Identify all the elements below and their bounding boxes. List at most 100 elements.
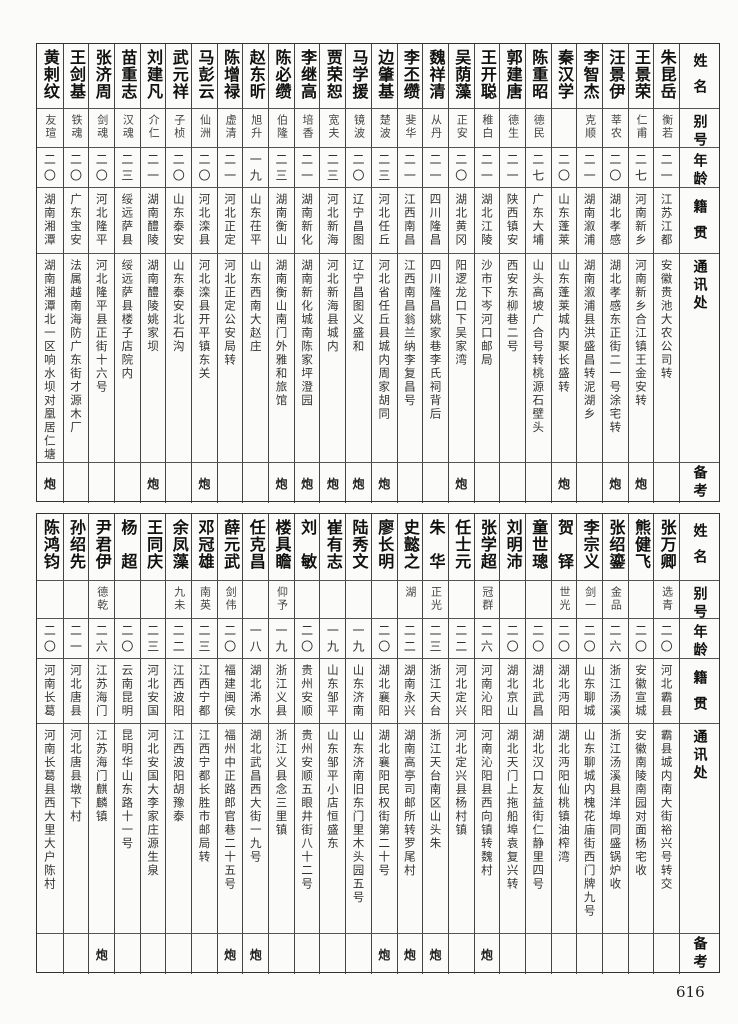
person-age: 一九 bbox=[325, 624, 340, 656]
person-alias: 培香 bbox=[301, 114, 315, 140]
person-address: 湖南高亭司邮所转罗尾村 bbox=[402, 729, 417, 878]
cell-alias: 德民 bbox=[524, 109, 551, 148]
person-address: 浙江义县念三里镇 bbox=[274, 729, 289, 837]
person-name: 王景荣 bbox=[631, 49, 651, 100]
person-address: 浙江天台南区山头朱 bbox=[428, 729, 443, 851]
cell-remark bbox=[62, 463, 89, 503]
person-age: 二〇 bbox=[556, 624, 571, 656]
cell-native: 湖北襄阳 bbox=[370, 659, 397, 724]
person-native: 山东泰安 bbox=[171, 193, 186, 247]
person-name: 余凤藻 bbox=[169, 519, 189, 570]
person-alias: 旭升 bbox=[249, 114, 263, 140]
person-name: 史懿之 bbox=[400, 519, 420, 570]
cell-remark bbox=[165, 934, 191, 974]
cell-address: 河南长葛县西大里大户陈村 bbox=[37, 724, 63, 934]
cell-name: 王同庆 bbox=[139, 514, 166, 581]
person-age: 二六 bbox=[607, 624, 622, 656]
cell-age: 二〇 bbox=[627, 619, 654, 659]
column-header-address: 通讯处 bbox=[679, 724, 719, 934]
cell-native: 山东泰安 bbox=[165, 188, 192, 254]
cell-alias: 汉魂 bbox=[114, 109, 140, 148]
cell-alias: 仁甫 bbox=[627, 109, 654, 148]
person-name: 秦汉学 bbox=[554, 49, 574, 100]
cell-age: 二一 bbox=[499, 148, 525, 188]
cell-age: 二二 bbox=[165, 619, 192, 659]
cell-remark bbox=[499, 463, 525, 503]
cell-name: 陈必缵 bbox=[268, 44, 294, 109]
cell-remark: 炮 bbox=[370, 934, 397, 974]
cell-native: 山东济南 bbox=[345, 659, 371, 724]
person-native: 云南昆明 bbox=[120, 664, 135, 718]
person-age: 一八 bbox=[248, 624, 263, 656]
cell-remark: 炮 bbox=[601, 463, 628, 503]
cell-native: 河北定兴 bbox=[447, 659, 474, 724]
person-native: 山东茌平 bbox=[248, 193, 263, 247]
person-remark: 炮 bbox=[609, 476, 622, 491]
cell-native: 江西南昌 bbox=[396, 188, 423, 254]
cell-age: 二三 bbox=[114, 148, 140, 188]
cell-alias: 从丹 bbox=[422, 109, 448, 148]
cell-name: 任克昌 bbox=[242, 514, 269, 581]
cell-name: 李丕缵 bbox=[396, 44, 423, 109]
person-address: 山东聊城内槐花庙街西门牌九号 bbox=[582, 729, 597, 918]
person-name: 王同庆 bbox=[144, 519, 164, 570]
cell-name: 薛元武 bbox=[216, 514, 243, 581]
person-alias: 伯隆 bbox=[275, 114, 289, 140]
cell-address: 河北新海县城内 bbox=[319, 254, 346, 463]
cell-alias bbox=[499, 581, 525, 619]
person-age: 二一 bbox=[68, 624, 83, 656]
person-remark: 炮 bbox=[403, 947, 416, 962]
person-age: 二〇 bbox=[376, 624, 391, 656]
person-age: 二三 bbox=[145, 624, 160, 656]
person-remark: 炮 bbox=[147, 476, 160, 491]
person-address: 四川隆昌姚家巷李氏祠背后 bbox=[428, 259, 443, 421]
person-address: 江西波阳胡豫泰 bbox=[171, 729, 186, 824]
cell-name: 黄剌纹 bbox=[37, 44, 63, 109]
person-name: 马彭云 bbox=[195, 49, 215, 100]
person-name: 王开聪 bbox=[477, 49, 497, 100]
column-header-address: 通讯处 bbox=[679, 254, 719, 463]
cell-age: 二七 bbox=[524, 148, 551, 188]
cell-address: 河北正定公安局转 bbox=[216, 254, 243, 463]
cell-alias: 德乾 bbox=[88, 581, 115, 619]
column-header-label: 年龄 bbox=[691, 153, 708, 188]
cell-age: 二〇 bbox=[370, 619, 397, 659]
person-name: 李丕缵 bbox=[400, 49, 420, 100]
column-header-label: 通讯处 bbox=[691, 729, 708, 783]
cell-native: 江苏海门 bbox=[88, 659, 115, 724]
cell-native: 绥远萨县 bbox=[114, 188, 140, 254]
person-name: 朱昆岳 bbox=[657, 49, 677, 100]
cell-name: 魏祥清 bbox=[422, 44, 448, 109]
cell-native: 湖南醴陵 bbox=[139, 188, 166, 254]
cell-remark bbox=[37, 934, 63, 974]
person-address: 湖北汉口友益街仁静里四号 bbox=[531, 729, 546, 891]
person-address: 绥远萨县楼子店院内 bbox=[120, 259, 135, 381]
person-alias: 衡若 bbox=[660, 114, 674, 140]
cell-remark: 炮 bbox=[139, 463, 166, 503]
cell-alias bbox=[114, 581, 140, 619]
cell-address: 浙江义县念三里镇 bbox=[268, 724, 294, 934]
cell-alias bbox=[293, 581, 320, 619]
person-age: 二一 bbox=[659, 153, 674, 185]
cell-alias: 选青 bbox=[653, 581, 679, 619]
cell-name: 陆秀文 bbox=[345, 514, 371, 581]
person-remark: 炮 bbox=[301, 476, 314, 491]
cell-age: 二六 bbox=[601, 619, 628, 659]
cell-remark bbox=[191, 934, 217, 974]
cell-native: 河南长葛 bbox=[37, 659, 63, 724]
person-address: 湖南湘潭北一区响水坝对凰居仁塘 bbox=[42, 259, 57, 462]
person-address: 河北滦县开平镇东关 bbox=[197, 259, 212, 381]
column-header-label: 年龄 bbox=[691, 624, 708, 659]
column-header-native: 籍贯 bbox=[679, 188, 719, 254]
person-address: 西安东柳巷二号 bbox=[505, 259, 520, 354]
cell-address: 江西宁都长胜市邮局转 bbox=[191, 724, 217, 934]
cell-age: 一九 bbox=[319, 619, 346, 659]
person-name: 朱 华 bbox=[426, 519, 446, 570]
cell-address: 法属越南海防广东街才源木厂 bbox=[62, 254, 89, 463]
cell-native: 江西宁都 bbox=[191, 659, 217, 724]
person-alias: 仰予 bbox=[275, 586, 289, 612]
person-address: 安徽贵池大农公司转 bbox=[659, 259, 674, 381]
cell-alias: 正光 bbox=[422, 581, 448, 619]
column-header-name: 姓名 bbox=[679, 44, 719, 109]
person-native: 河北正定 bbox=[223, 193, 238, 247]
